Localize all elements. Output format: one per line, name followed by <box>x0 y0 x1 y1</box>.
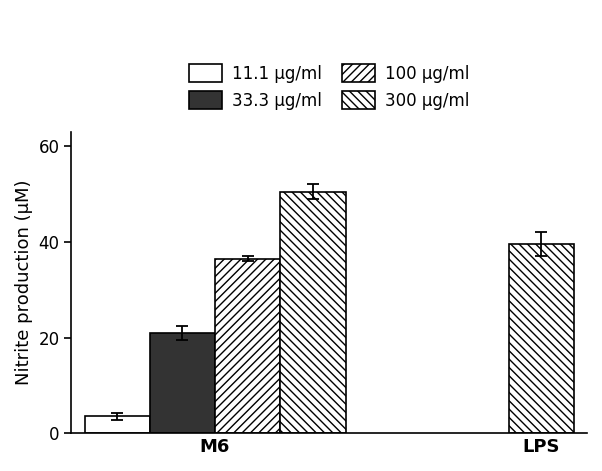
Legend: 11.1 μg/ml, 33.3 μg/ml, 100 μg/ml, 300 μg/ml: 11.1 μg/ml, 33.3 μg/ml, 100 μg/ml, 300 μ… <box>181 56 478 118</box>
Bar <box>509 244 574 433</box>
Bar <box>150 333 215 433</box>
Bar <box>281 192 346 433</box>
Y-axis label: Nitrite production (μM): Nitrite production (μM) <box>15 180 33 385</box>
Bar <box>84 416 150 433</box>
Bar <box>215 259 281 433</box>
